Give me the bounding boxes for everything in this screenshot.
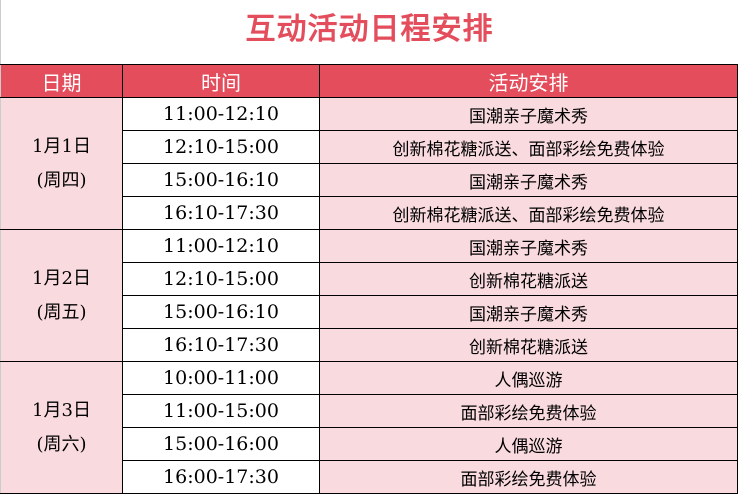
header-row: 日期 时间 活动安排: [0, 64, 738, 98]
activity-cell: 创新棉花糖派送: [319, 328, 738, 362]
time-cell: 15:00-16:10: [122, 163, 320, 197]
table-row: 11:00-15:00 面部彩绘免费体验: [1, 394, 738, 428]
date-label: 1月2日: [32, 267, 91, 289]
activity-cell: 人偶巡游: [319, 361, 738, 395]
time-cell: 16:10-17:30: [122, 328, 320, 362]
activity-cell: 国潮亲子魔术秀: [319, 97, 738, 131]
time-cell: 12:10-15:00: [122, 262, 320, 296]
table-row: 12:10-15:00 创新棉花糖派送: [1, 262, 738, 296]
table-row: 1月1日 (周四) 11:00-12:10 国潮亲子魔术秀: [0, 97, 738, 230]
date-label: 1月3日: [32, 399, 91, 421]
time-cell: 16:00-17:30: [122, 460, 320, 494]
table-row: 1月2日 (周五) 11:00-12:10 国潮亲子魔术秀: [0, 229, 738, 362]
date-cell: 1月3日 (周六): [0, 361, 123, 494]
table-row: 15:00-16:10 国潮亲子魔术秀: [1, 295, 738, 329]
time-cell: 16:10-17:30: [122, 196, 320, 230]
table-row: 16:10-17:30 创新棉花糖派送、面部彩绘免费体验: [1, 196, 738, 230]
schedule-body: 1月1日 (周四) 11:00-12:10 国潮亲子魔术秀 12:10-15:00 创新棉…: [0, 97, 738, 494]
activity-cell: 国潮亲子魔术秀: [319, 295, 738, 329]
header-activity: 活动安排: [319, 64, 738, 98]
time-cell: 10:00-11:00: [122, 361, 320, 395]
time-cell: 11:00-15:00: [122, 394, 320, 428]
time-cell: 15:00-16:00: [122, 427, 320, 461]
activity-cell: 创新棉花糖派送、面部彩绘免费体验: [319, 196, 738, 230]
table-row: 12:10-15:00 创新棉花糖派送、面部彩绘免费体验: [1, 130, 738, 164]
header-time: 时间: [122, 64, 320, 98]
time-cell: 11:00-12:10: [122, 97, 320, 131]
date-cell: 1月1日 (周四): [0, 97, 123, 230]
time-cell: 11:00-12:10: [122, 229, 320, 263]
activity-cell: 面部彩绘免费体验: [319, 394, 738, 428]
weekday-label: (周五): [36, 301, 87, 323]
table-row: 16:00-17:30 面部彩绘免费体验: [1, 460, 738, 494]
table-row: 15:00-16:00 人偶巡游: [1, 427, 738, 461]
table-row: 16:10-17:30 创新棉花糖派送: [1, 328, 738, 362]
weekday-label: (周六): [36, 433, 87, 455]
activity-cell: 人偶巡游: [319, 427, 738, 461]
schedule-table: 日期 时间 活动安排 1月1日 (周四) 11:00-12:10 国潮亲子魔术秀 12:…: [0, 64, 738, 494]
activity-cell: 国潮亲子魔术秀: [319, 163, 738, 197]
activity-cell: 国潮亲子魔术秀: [319, 229, 738, 263]
time-cell: 12:10-15:00: [122, 130, 320, 164]
activity-cell: 创新棉花糖派送: [319, 262, 738, 296]
weekday-label: (周四): [36, 169, 87, 191]
date-label: 1月1日: [32, 135, 91, 157]
activity-cell: 面部彩绘免费体验: [319, 460, 738, 494]
table-row: 1月3日 (周六) 10:00-11:00 人偶巡游: [0, 361, 738, 494]
activity-cell: 创新棉花糖派送、面部彩绘免费体验: [319, 130, 738, 164]
page-title: 互动活动日程安排: [0, 0, 738, 64]
header-date: 日期: [0, 64, 123, 98]
date-cell: 1月2日 (周五): [0, 229, 123, 362]
time-cell: 15:00-16:10: [122, 295, 320, 329]
table-row: 15:00-16:10 国潮亲子魔术秀: [1, 163, 738, 197]
